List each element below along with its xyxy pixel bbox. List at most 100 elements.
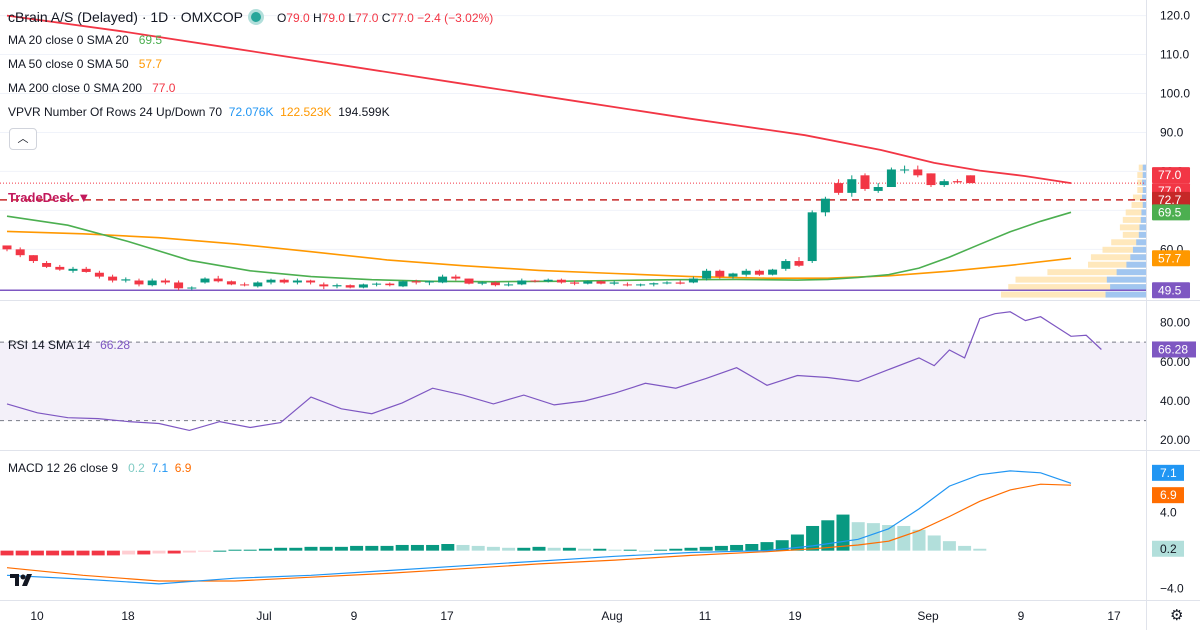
macd-histogram-bar — [426, 544, 440, 551]
price-axis-label-bg — [1152, 191, 1190, 208]
macd-histogram-bar — [684, 547, 698, 551]
candle-body — [358, 284, 368, 288]
macd-histogram-bar — [866, 523, 880, 551]
candle-body — [504, 284, 514, 286]
vpvr-down-bar — [1125, 209, 1146, 216]
macd-histogram-bar — [775, 540, 789, 551]
macd-histogram-bar — [15, 550, 29, 556]
gear-icon[interactable]: ⚙ — [1170, 607, 1184, 624]
vpvr-up-bar — [1141, 209, 1146, 216]
candle-body — [2, 245, 12, 250]
ma50-legend[interactable]: MA 50 close 0 SMA 50 57.7 — [8, 57, 163, 71]
macd-histogram-bar — [562, 547, 576, 551]
macd-histogram-bar — [714, 545, 728, 551]
ma20-legend[interactable]: MA 20 close 0 SMA 20 69.5 — [8, 33, 163, 47]
macd-histogram-bar — [30, 550, 44, 556]
rsi-legend[interactable]: RSI 14 SMA 14 66.28 — [8, 338, 131, 352]
candle-body — [715, 270, 725, 277]
candle-body — [385, 283, 395, 286]
price-axis-label: 69.5 — [1158, 205, 1182, 219]
vpvr-up-bar — [1142, 187, 1146, 194]
vpvr-down-bar — [1102, 246, 1146, 253]
candle-body — [834, 183, 844, 193]
vpvr-up-bar — [1132, 246, 1146, 253]
time-axis-label: 17 — [440, 609, 454, 623]
rsi-tick-label: 40.00 — [1160, 394, 1190, 408]
chevron-up-icon: ︿ — [17, 133, 29, 145]
candle-body — [464, 278, 474, 284]
candle-body — [253, 282, 263, 287]
macd-histogram-bar — [122, 550, 136, 555]
vpvr-up-bar — [1126, 261, 1146, 268]
macd-histogram-bar — [654, 549, 668, 551]
candle-body — [913, 169, 923, 176]
macd-histogram-bar — [61, 550, 75, 556]
candle-body — [147, 280, 157, 286]
candle-body — [820, 198, 830, 213]
candle-body — [741, 270, 751, 275]
candle-body — [121, 279, 131, 281]
vpvr-down-bar — [1138, 164, 1146, 171]
vpvr-legend[interactable]: VPVR Number Of Rows 24 Up/Down 70 72.076… — [8, 105, 390, 119]
candle-body — [649, 283, 659, 285]
rsi-tick-label: 80.00 — [1160, 316, 1190, 330]
vpvr-down-bar — [1137, 187, 1146, 194]
price-tick-label: 90.0 — [1160, 125, 1184, 139]
vpvr-down-bar — [1090, 254, 1146, 261]
macd-histogram-bar — [486, 546, 500, 551]
candle-body — [345, 285, 355, 288]
time-axis-label: 19 — [788, 609, 802, 623]
macd-histogram-bar — [882, 525, 896, 551]
candle-body — [160, 280, 170, 283]
macd-tick-label: 4.0 — [1160, 506, 1177, 520]
candle-body — [438, 276, 448, 283]
vpvr-up-bar — [1105, 291, 1146, 298]
collapse-legend-button[interactable]: ︿ — [9, 128, 37, 150]
candle-body — [477, 282, 487, 284]
price-axis-label-bg — [1152, 282, 1190, 299]
candle-body — [451, 276, 461, 279]
vpvr-up-bar — [1142, 194, 1146, 201]
vpvr-up-bar — [1130, 254, 1146, 261]
candle-body — [490, 282, 500, 286]
candle-body — [28, 255, 38, 262]
candle-body — [609, 282, 619, 284]
candle-body — [108, 276, 118, 281]
vpvr-down-bar — [1008, 284, 1146, 291]
vpvr-down-bar — [1131, 201, 1146, 208]
price-tick-label: 110.0 — [1160, 48, 1189, 62]
tradedesk-label[interactable]: TradeDesk ▼ — [8, 190, 91, 205]
tradingview-logo-icon[interactable] — [8, 568, 38, 592]
vpvr-up-bar — [1106, 276, 1146, 283]
time-axis-label: 10 — [30, 609, 44, 623]
ma200-legend[interactable]: MA 200 close 0 SMA 200 77.0 — [8, 81, 176, 95]
candle-body — [517, 280, 527, 285]
vpvr-down-bar — [1111, 239, 1146, 246]
candle-body — [411, 281, 421, 283]
market-status-dot — [250, 12, 261, 23]
candle-body — [240, 284, 250, 286]
macd-histogram-bar — [578, 548, 592, 551]
candle-body — [68, 268, 78, 271]
price-tick-label: 100.0 — [1160, 87, 1190, 101]
macd-histogram-bar — [243, 549, 257, 551]
symbol-label[interactable]: cBrain A/S (Delayed) · 1D · OMXCOP — [8, 9, 243, 25]
vpvr-down-bar — [1122, 216, 1146, 223]
candle-body — [213, 278, 223, 282]
vpvr-down-bar — [1047, 269, 1146, 276]
price-axis-label-bg — [1152, 204, 1190, 221]
candle-body — [570, 282, 580, 284]
macd-histogram-bar — [198, 550, 212, 552]
macd-histogram-bar — [441, 544, 455, 551]
candle-body — [424, 281, 434, 283]
macd-histogram-bar — [274, 547, 288, 551]
candle-body — [768, 269, 778, 275]
vpvr-up-bar — [1142, 201, 1146, 208]
vpvr-down-bar — [1137, 172, 1146, 179]
macd-legend[interactable]: MACD 12 26 close 9 0.2 7.1 6.9 — [8, 461, 192, 475]
candle-body — [662, 282, 672, 284]
candle-body — [886, 169, 896, 188]
price-axis-label-bg — [1152, 167, 1190, 184]
macd-histogram-bar — [380, 545, 394, 551]
